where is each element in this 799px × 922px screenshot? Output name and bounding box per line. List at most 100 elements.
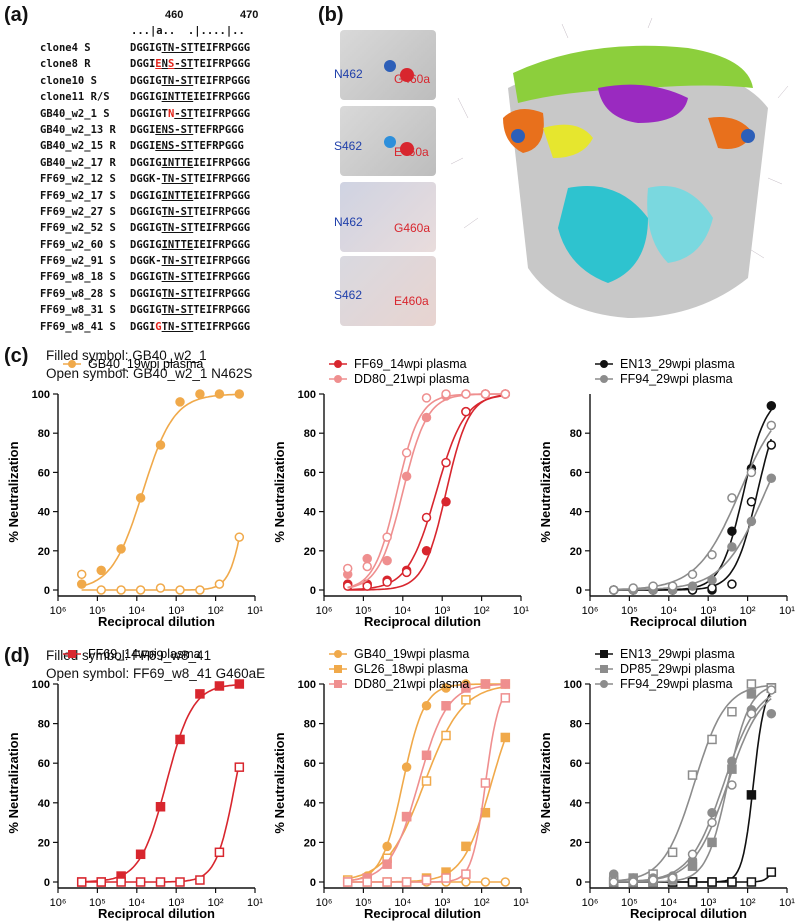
data-point <box>608 877 619 887</box>
fit-curve <box>347 394 506 591</box>
data-point <box>155 877 166 887</box>
x-tick-label: 10⁴ <box>128 897 145 909</box>
alignment-row: clone10 S DGGIG TN-ST TEIFRPGGG <box>40 75 250 91</box>
data-point <box>175 734 185 745</box>
data-point <box>461 695 471 705</box>
data-point <box>342 563 353 574</box>
legend-marker <box>334 680 342 688</box>
data-point <box>195 585 205 595</box>
data-point <box>707 807 717 818</box>
x-tick-label: 10³ <box>700 605 716 617</box>
legend-label: EN13_29wpi plasma <box>620 357 735 371</box>
data-point <box>500 693 511 703</box>
sequence-segment: TN-ST <box>161 205 194 218</box>
data-point <box>116 544 126 554</box>
x-tick-label: 10⁵ <box>621 605 638 617</box>
tile2-left-label: S462 <box>334 139 363 153</box>
data-point <box>480 389 491 399</box>
data-point <box>214 847 225 858</box>
sequence-segment: DGGIG <box>130 205 162 218</box>
y-tick-label: 100 <box>32 679 50 691</box>
data-point <box>746 790 757 800</box>
data-point <box>461 869 471 879</box>
data-point <box>746 497 757 507</box>
sequence-segment: ENS-ST <box>155 123 194 136</box>
data-point <box>727 579 737 589</box>
fit-curve <box>613 430 772 591</box>
x-tick-label: 10¹ <box>779 605 795 617</box>
data-point <box>421 512 432 523</box>
alignment-row: GB40_w2_17 R DGGIG INTTE IEIFRPGGG <box>40 157 250 173</box>
data-point <box>461 683 471 693</box>
x-tick-label: 10⁵ <box>355 897 372 909</box>
data-point <box>421 776 432 786</box>
sequence-segment: DGGI <box>130 140 156 153</box>
x-tick-label: 10² <box>474 605 490 617</box>
x-axis-title: Reciprocal dilution <box>630 614 747 629</box>
sequence-segment: TEIFRPGGG <box>193 205 251 218</box>
data-point <box>727 542 737 552</box>
data-point <box>362 581 372 591</box>
legend-marker <box>68 650 76 658</box>
x-tick-label: 10⁶ <box>582 897 599 909</box>
data-point <box>401 567 412 578</box>
data-point <box>135 849 146 860</box>
sequence-segment: IEIFRPGGG <box>193 238 251 251</box>
legend-marker <box>68 360 76 368</box>
data-point <box>707 583 717 593</box>
legend-marker <box>334 665 342 673</box>
alignment-row-name: FF69_w2_17 S <box>40 189 116 202</box>
data-point <box>480 807 491 818</box>
data-point <box>382 859 392 869</box>
alignment-row: FF69_w8_28 S DGGIG TN-ST TEIFRPGGG <box>40 288 250 304</box>
fit-curve <box>613 697 772 883</box>
chart-c1: 0 20 40 60 80 100 10⁶ 10⁵ 10⁴ 10³ 10² 10¹ Reciprocal… <box>6 357 263 629</box>
fit-curve <box>81 762 240 883</box>
g460a-sphere <box>400 68 414 82</box>
data-point <box>461 877 471 887</box>
x-tick-label: 10⁶ <box>50 605 67 617</box>
y-axis-title: % Neutralization <box>272 732 287 833</box>
sequence-segment: INTTE <box>161 189 194 202</box>
ruler-470: 470 <box>240 9 259 21</box>
x-tick-label: 10⁵ <box>89 605 106 617</box>
data-point <box>96 585 106 595</box>
legend-label: GB40_19wpi plasma <box>88 357 203 371</box>
y-tick-label: 100 <box>32 389 50 401</box>
alignment-row: FF69_w2_27 S DGGIG TN-ST TEIFRPGGG <box>40 206 250 222</box>
data-point <box>234 679 245 689</box>
alignment-row: GB40_w2_13 R DGGI ENS-ST TEFRPGGG <box>40 124 250 140</box>
sequence-segment: INTTE <box>161 156 194 169</box>
legend-marker <box>334 650 342 658</box>
legend-marker <box>600 680 608 688</box>
x-tick-label: 10³ <box>434 605 450 617</box>
structure-closeups: N462 G460a S462 E460a N462 G460a S462 E4… <box>334 30 436 326</box>
data-point <box>421 701 432 711</box>
sequence-segment: TN-ST <box>161 320 194 333</box>
x-tick-label: 10⁴ <box>394 605 411 617</box>
d-open-note: Open symbol: FF69_w8_41 G460aE <box>46 666 266 681</box>
x-tick-label: 10¹ <box>247 897 263 909</box>
data-point <box>707 837 717 848</box>
alignment-row-name: FF69_w8_31 S <box>40 304 116 317</box>
data-point <box>401 811 412 822</box>
sequence-segment: DGGIG <box>130 189 162 202</box>
sequence-segment: DGGIG <box>130 91 162 104</box>
data-point <box>707 549 717 560</box>
sequence-segment: TN-ST <box>161 304 194 317</box>
legend-label: EN13_29wpi plasma <box>620 647 735 661</box>
data-point <box>234 532 245 542</box>
data-point <box>401 448 412 458</box>
data-point <box>342 877 353 887</box>
fit-curve <box>347 694 506 883</box>
c-filled-note: Filled symbol: GB40_w2_1 <box>46 348 207 363</box>
alignment-row: FF69_w2_60 S DGGIG INTTE IEIFRPGGG <box>40 239 250 255</box>
chart-c2: 0 20 40 60 80 100 10⁶ 10⁵ 10⁴ 10³ 10² 10¹ Reciprocal… <box>272 357 529 629</box>
data-point <box>766 473 777 484</box>
data-point <box>667 873 678 883</box>
data-point <box>421 875 432 885</box>
data-point <box>155 802 166 812</box>
x-tick-label: 10⁶ <box>316 897 333 909</box>
data-point <box>766 708 777 719</box>
alignment-row-name: clone8 R <box>40 58 91 71</box>
